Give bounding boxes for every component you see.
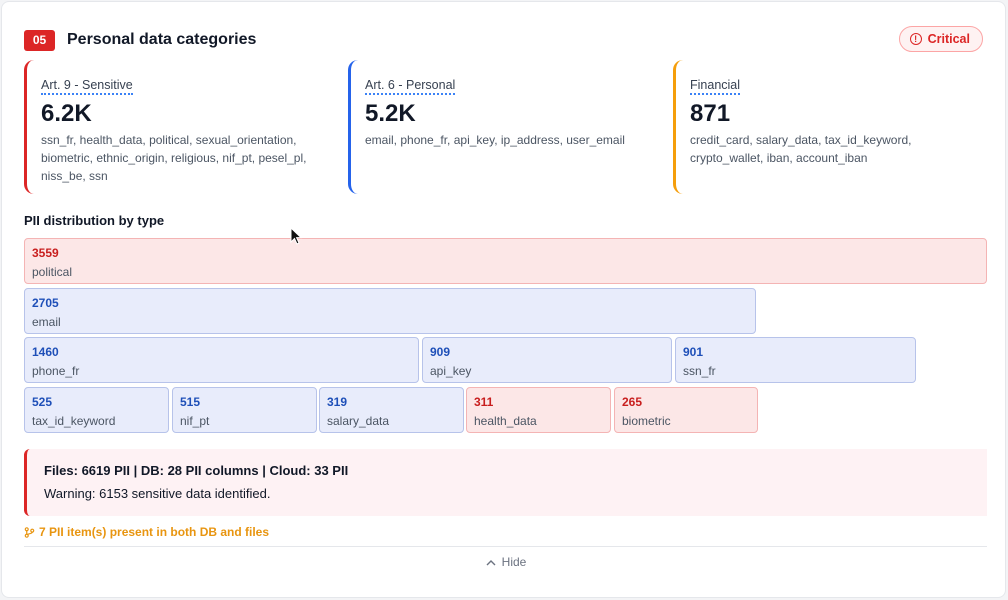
category-card-financial: Financial 871 credit_card, salary_data, … (673, 60, 973, 194)
pii-type: email (32, 315, 61, 329)
pii-count: 1460 (32, 345, 59, 359)
pii-count: 901 (683, 345, 704, 359)
pii-tile-nif-pt[interactable]: 515 nif_pt (172, 387, 317, 433)
pii-count: 909 (430, 345, 451, 359)
pii-tile-salary-data[interactable]: 319 salary_data (319, 387, 464, 433)
pii-type: health_data (474, 414, 537, 428)
pii-count: 319 (327, 395, 348, 409)
pii-tile-tax-id-keyword[interactable]: 525 tax_id_keyword (24, 387, 169, 433)
pii-count: 525 (32, 395, 53, 409)
pii-tile-health-data[interactable]: 311 health_data (466, 387, 611, 433)
category-types: ssn_fr, health_data, political, sexual_o… (41, 133, 307, 183)
hide-button[interactable]: Hide (2, 555, 1008, 569)
pii-count: 3559 (32, 246, 59, 260)
category-card-sensitive: Art. 9 - Sensitive 6.2K ssn_fr, health_d… (24, 60, 324, 194)
category-value: 871 (690, 100, 731, 127)
pii-type: ssn_fr (683, 364, 716, 378)
category-types: email, phone_fr, api_key, ip_address, us… (365, 133, 625, 147)
category-value: 6.2K (41, 100, 92, 127)
pii-type: api_key (430, 364, 472, 378)
chevron-up-icon (486, 559, 496, 565)
pii-type: tax_id_keyword (32, 414, 116, 428)
pii-type: salary_data (327, 414, 390, 428)
severity-label: Critical (927, 32, 970, 46)
hide-label: Hide (501, 555, 527, 569)
divider (24, 546, 987, 547)
pii-count: 265 (622, 395, 643, 409)
card-header: 05 Personal data categories ! Critical (24, 26, 983, 52)
category-types: credit_card, salary_data, tax_id_keyword… (690, 133, 912, 165)
pii-tile-biometric[interactable]: 265 biometric (614, 387, 758, 433)
pii-tile-phone-fr[interactable]: 1460 phone_fr (24, 337, 419, 383)
pii-count: 311 (474, 395, 494, 409)
pii-count: 515 (180, 395, 201, 409)
summary-warning: Warning: 6153 sensitive data identified. (44, 486, 271, 501)
pii-type: biometric (622, 414, 671, 428)
distribution-title: PII distribution by type (24, 213, 165, 228)
cross-reference-text: 7 PII item(s) present in both DB and fil… (39, 525, 270, 539)
pii-tile-email[interactable]: 2705 email (24, 288, 756, 334)
section-title: Personal data categories (67, 31, 257, 48)
summary-totals: Files: 6619 PII | DB: 28 PII columns | C… (44, 463, 349, 478)
pii-tile-api-key[interactable]: 909 api_key (422, 337, 672, 383)
pii-tile-political[interactable]: 3559 political (24, 238, 987, 284)
pii-tile-ssn-fr[interactable]: 901 ssn_fr (675, 337, 916, 383)
pii-type: political (32, 265, 73, 279)
category-value: 5.2K (365, 100, 416, 127)
pii-type: phone_fr (32, 364, 80, 378)
category-label[interactable]: Art. 9 - Sensitive (41, 78, 133, 95)
category-label[interactable]: Financial (690, 78, 741, 95)
section-number-badge: 05 (24, 29, 55, 51)
summary-alert: Files: 6619 PII | DB: 28 PII columns | C… (24, 449, 987, 516)
branch-icon (24, 526, 35, 538)
mouse-cursor-icon (290, 227, 303, 245)
severity-badge: ! Critical (898, 26, 983, 52)
alert-circle-icon: ! (909, 33, 922, 45)
cross-reference-note[interactable]: 7 PII item(s) present in both DB and fil… (24, 525, 269, 539)
category-card-personal: Art. 6 - Personal 5.2K email, phone_fr, … (348, 60, 648, 194)
category-label[interactable]: Art. 6 - Personal (365, 78, 456, 95)
pii-count: 2705 (32, 296, 59, 310)
pii-type: nif_pt (180, 414, 210, 428)
